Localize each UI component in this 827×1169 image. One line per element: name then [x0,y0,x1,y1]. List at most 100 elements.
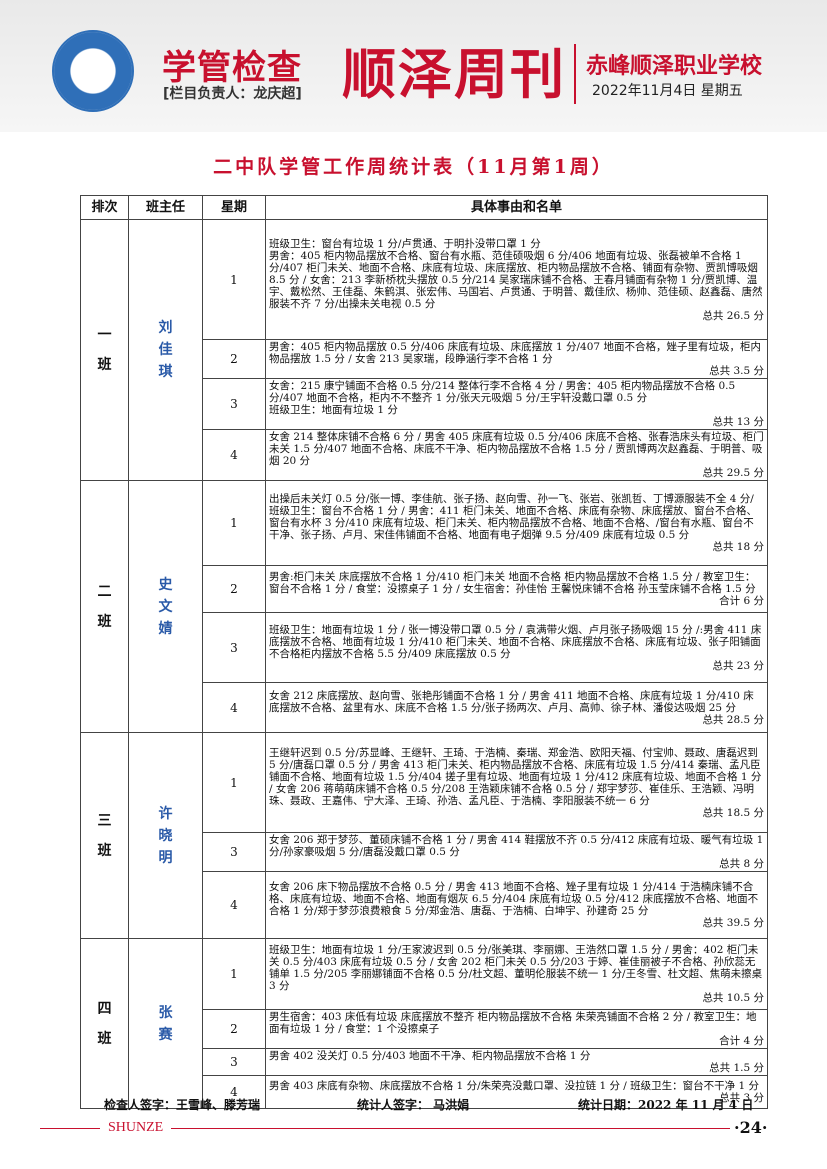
column-header: 排次 [80,195,129,220]
detail-text: 出操后未关灯 0.5 分/张一博、李佳航、张子扬、赵向雪、孙一飞、张岩、张凯哲、… [269,493,757,541]
detail-total: 总共 1.5 分 [709,1062,764,1074]
day-cell: 3 [202,612,266,683]
detail-text: 班级卫生：窗台有垃圾 1 分/卢贯通、于明扑没带口罩 1 分 男舍：405 柜内… [269,237,763,310]
teacher-name: 许晓明 [158,805,173,866]
detail-text: 男舍 403 床底有杂物、床底摆放不合格 1 分/朱荣亮没戴口罩、没拉链 1 分… [269,1080,760,1092]
stats-table: 排次 班主任 星期 具体事由和名单 一班 刘佳琪 1 班级卫生：窗台有垃圾 1 分/卢贯通、… [80,195,768,1109]
detail-cell: 男舍 403 床底有杂物、床底摆放不合格 1 分/朱荣亮没戴口罩、没拉链 1 分… [265,1075,768,1109]
detail-cell: 班级卫生：地面有垃圾 1 分 / 张一博没带口罩 0.5 分 / 袁满带火烟、卢… [265,612,768,683]
table-row: 3 女舍 206 郑于梦莎、董硕床铺不合格 1 分 / 男舍 414 鞋摆放不齐 … [81,832,768,872]
detail-total: 总共 13 分 [712,416,764,428]
day-cell: 3 [202,1048,266,1076]
class-label: 一班 [97,327,112,373]
table-body: 一班 刘佳琪 1 班级卫生：窗台有垃圾 1 分/卢贯通、于明扑没带口罩 1 分 男舍：… [80,219,768,1109]
teacher-name: 史文婧 [158,576,173,637]
table-row: 一班 刘佳琪 1 班级卫生：窗台有垃圾 1 分/卢贯通、于明扑没带口罩 1 分 男舍：… [80,219,768,481]
class-label: 二班 [97,583,112,630]
detail-total: 总共 18 分 [712,541,764,553]
detail-text: 女舍 206 郑于梦莎、董硕床铺不合格 1 分 / 男舍 414 鞋摆放不齐 0… [269,834,764,858]
day-cell: 1 [202,219,266,340]
detail-cell: 男生宿舍：403 床低有垃圾 床底摆放不整齐 柜内物品摆放不合格 朱荣亮铺面不合… [265,1009,768,1049]
table-title: 二中队学管工作周统计表（11月第1周） [213,156,614,178]
detail-total: 总共 26.5 分 [702,309,764,322]
detail-cell: 男舍：405 柜内物品摆放 0.5 分/406 床底有垃圾、床底摆放 1 分/4… [265,339,768,379]
detail-cell: 女舍：215 康宁铺面不合格 0.5 分/214 整体行李不合格 4 分 / 男… [265,378,768,430]
day-cell: 4 [202,429,266,481]
divider [574,44,576,104]
day-cell: 4 [202,682,266,733]
teacher-cell: 刘佳琪 [128,219,203,481]
day-cell: 2 [202,565,266,613]
table-row: 4 女舍 212 床底摆放、赵向雪、张艳彤铺面不合格 1 分 / 男舍 411 地… [81,682,768,733]
table-row: 2 男舍:柜门未关 床底摆放不合格 1 分/410 柜门未关 地面不合格 柜内物品… [81,565,768,613]
detail-total: 总共 29.5 分 [702,467,764,479]
table-row: 4 女舍 214 整体床铺不合格 6 分 / 男舍 405 床底有垃圾 0.5 分… [81,429,768,481]
teacher-cell: 张赛 [128,938,203,1109]
detail-cell: 王继轩迟到 0.5 分/苏显峰、王继轩、王琦、于浩楠、秦瑞、郑金浩、欧阳天福、付… [265,732,768,833]
detail-text: 班级卫生：地面有垃圾 1 分 / 张一博没带口罩 0.5 分 / 袁满带火烟、卢… [269,623,762,660]
column-header: 班主任 [128,195,203,220]
detail-cell: 女舍 206 床下物品摆放不合格 0.5 分 / 男舍 413 地面不合格、矬子… [265,871,768,939]
detail-total: 总共 10.5 分 [702,992,764,1004]
day-cell: 2 [202,339,266,379]
detail-total: 总共 8 分 [719,858,764,870]
page-number: ·24· [734,1118,768,1137]
detail-cell: 男舍:柜门未关 床底摆放不合格 1 分/410 柜门未关 地面不合格 柜内物品摆… [265,565,768,613]
school-logo [52,30,134,112]
inspectors: 检查人签字：王雪峰、滕芳瑞 [104,1098,261,1112]
statistician: 统计人签字： 马洪娟 [357,1098,470,1112]
teacher-cell: 史文婧 [128,480,203,733]
school-name: 赤峰顺泽职业学校 [586,54,763,79]
masthead: 顺泽周刊 [342,42,566,106]
detail-text: 男生宿舍：403 床低有垃圾 床底摆放不整齐 柜内物品摆放不合格 朱荣亮铺面不合… [269,1011,757,1035]
detail-total: 总共 18.5 分 [702,806,764,819]
detail-cell: 出操后未关灯 0.5 分/张一博、李佳航、张子扬、赵向雪、孙一飞、张岩、张凯哲、… [265,480,768,566]
day-cell: 3 [202,378,266,430]
header-row: 排次 班主任 星期 具体事由和名单 [80,195,768,220]
teacher-name: 张赛 [158,1004,173,1043]
detail-cell: 班级卫生：地面有垃圾 1 分/王家波迟到 0.5 分/张美琪、李丽娜、王浩然口罩… [265,938,768,1010]
class-cell: 二班 [80,480,129,733]
detail-text: 女舍 212 床底摆放、赵向雪、张艳彤铺面不合格 1 分 / 男舍 411 地面… [269,689,754,714]
detail-total: 合计 6 分 [719,595,764,607]
detail-total: 总共 3.5 分 [709,365,764,377]
detail-text: 女舍 206 床下物品摆放不合格 0.5 分 / 男舍 413 地面不合格、矬子… [269,881,759,917]
day-cell: 4 [202,871,266,939]
detail-cell: 女舍 214 整体床铺不合格 6 分 / 男舍 405 床底有垃圾 0.5 分/… [265,429,768,481]
brand: SHUNZE [100,1120,172,1136]
stat-date: 统计日期：2022 年 11 月 4 日 [578,1098,754,1112]
table-row: 4 女舍 206 床下物品摆放不合格 0.5 分 / 男舍 413 地面不合格、矬… [81,871,768,939]
detail-cell: 班级卫生：窗台有垃圾 1 分/卢贯通、于明扑没带口罩 1 分 男舍：405 柜内… [265,219,768,340]
class-cell: 四班 [80,938,129,1109]
detail-cell: 女舍 212 床底摆放、赵向雪、张艳彤铺面不合格 1 分 / 男舍 411 地面… [265,682,768,733]
detail-text: 女舍：215 康宁铺面不合格 0.5 分/214 整体行李不合格 4 分 / 男… [269,380,736,416]
detail-text: 男舍：405 柜内物品摆放 0.5 分/406 床底有垃圾、床底摆放 1 分/4… [269,341,761,365]
day-cell: 3 [202,832,266,872]
table-row: 三班 许晓明 1 王继轩迟到 0.5 分/苏显峰、王继轩、王琦、于浩楠、秦瑞、郑金浩、… [80,732,768,939]
detail-text: 男舍:柜门未关 床底摆放不合格 1 分/410 柜门未关 地面不合格 柜内物品摆… [269,571,756,595]
column-header: 具体事由和名单 [265,195,768,220]
detail-text: 班级卫生：地面有垃圾 1 分/王家波迟到 0.5 分/张美琪、李丽娜、王浩然口罩… [269,944,763,992]
day-cell: 4 [202,1075,266,1109]
class-cell: 三班 [80,732,129,939]
day-cell: 1 [202,732,266,833]
table-row: 2 男舍：405 柜内物品摆放 0.5 分/406 床底有垃圾、床底摆放 1 分/… [81,339,768,379]
table-row: 2 男生宿舍：403 床低有垃圾 床底摆放不整齐 柜内物品摆放不合格 朱荣亮铺面不… [81,1009,768,1049]
detail-text: 女舍 214 整体床铺不合格 6 分 / 男舍 405 床底有垃圾 0.5 分/… [269,431,764,467]
day-cell: 1 [202,938,266,1010]
detail-text: 男舍 402 没关灯 0.5 分/403 地面不干净、柜内物品摆放不合格 1 分 [269,1050,591,1062]
detail-total: 合计 4 分 [719,1035,764,1047]
issue-date: 2022年11月4日 星期五 [592,83,743,99]
teacher-cell: 许晓明 [128,732,203,939]
detail-text: 王继轩迟到 0.5 分/苏显峰、王继轩、王琦、于浩楠、秦瑞、郑金浩、欧阳天福、付… [269,746,762,807]
column-name: 学管检查 [162,48,302,88]
header-band [0,0,827,132]
table-row: 二班 史文婧 1 出操后未关灯 0.5 分/张一博、李佳航、张子扬、赵向雪、孙一飞、张… [80,480,768,733]
day-cell: 1 [202,480,266,566]
footer-rule [40,1128,730,1129]
detail-total: 总共 3 分 [719,1092,764,1104]
detail-cell: 女舍 206 郑于梦莎、董硕床铺不合格 1 分 / 男舍 414 鞋摆放不齐 0… [265,832,768,872]
table-row: 4 男舍 403 床底有杂物、床底摆放不合格 1 分/朱荣亮没戴口罩、没拉链 1 … [81,1075,768,1109]
table-row: 四班 张赛 1 班级卫生：地面有垃圾 1 分/王家波迟到 0.5 分/张美琪、李丽娜、… [80,938,768,1109]
